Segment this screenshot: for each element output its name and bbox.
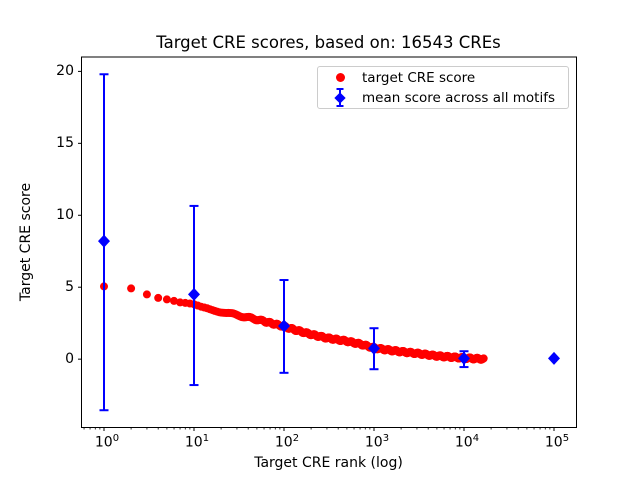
legend-label: target CRE score <box>362 69 476 86</box>
x-axis-label: Target CRE rank (log) <box>254 455 403 471</box>
red-point <box>154 293 163 302</box>
red-point <box>162 295 171 304</box>
legend-marker-area <box>318 73 362 82</box>
red-point <box>479 354 488 363</box>
red-point <box>170 296 178 305</box>
legend: target CRE score mean score across all m… <box>317 66 569 109</box>
y-tick-label: 15 <box>56 134 74 151</box>
x-tick-label: 100 <box>94 433 120 451</box>
blue-diamond-errorbar-icon <box>333 88 347 107</box>
x-tick-label: 102 <box>274 433 300 451</box>
x-tick-label: 103 <box>364 433 390 451</box>
errorbar-cap <box>336 88 344 90</box>
y-tick-label: 5 <box>65 278 74 295</box>
y-tick-label: 20 <box>56 62 74 79</box>
axes-spines <box>81 56 577 428</box>
mean-diamond <box>98 234 110 248</box>
red-dot-marker-icon <box>335 73 345 82</box>
chart-title: Target CRE scores, based on: 16543 CREs <box>156 33 501 52</box>
x-tick-label: 101 <box>184 433 210 451</box>
mean-diamond <box>368 341 380 355</box>
y-tick-label: 10 <box>56 206 74 223</box>
errorbar-cap <box>336 105 344 107</box>
y-tick-label: 0 <box>65 350 74 367</box>
mean-diamond <box>458 351 470 365</box>
legend-item-target-score: target CRE score <box>318 68 568 88</box>
legend-label: mean score across all motifs <box>362 89 556 106</box>
legend-marker-area <box>318 88 362 107</box>
x-tick-label: 105 <box>544 433 570 451</box>
mean-diamond <box>278 319 290 333</box>
legend-item-mean-score: mean score across all motifs <box>318 88 568 108</box>
diamond-marker <box>334 91 346 104</box>
red-point <box>142 290 151 299</box>
mean-diamond <box>548 351 560 365</box>
red-point <box>127 284 136 293</box>
x-tick-label: 104 <box>454 433 480 451</box>
mean-diamond <box>188 287 200 301</box>
